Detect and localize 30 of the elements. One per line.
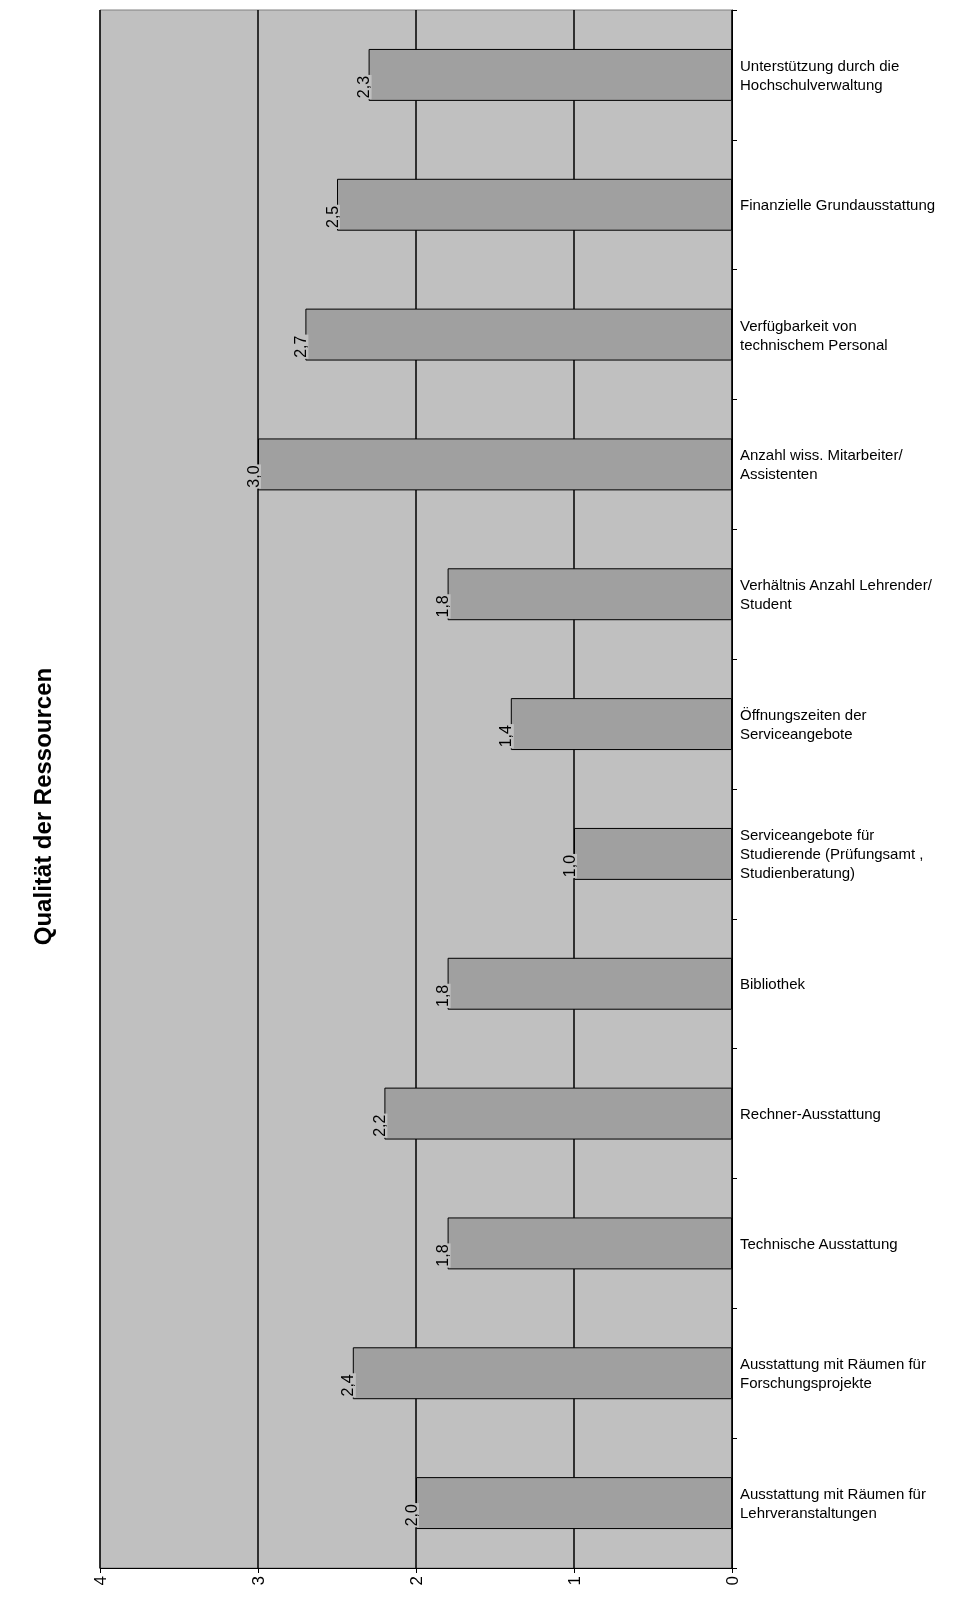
data-label: 2,5 (323, 205, 341, 228)
x-tick-label: 2 (406, 1576, 426, 1586)
text: Qualität der Ressourcen (28, 667, 56, 946)
data-label: 2,7 (291, 335, 309, 358)
x-tick-label: 0 (722, 1576, 742, 1586)
data-label: 1,4 (497, 724, 515, 748)
y-tick-label: Bibliothek (740, 975, 806, 993)
data-label: 2,3 (355, 75, 373, 99)
y-tick-label: Rechner-Ausstattung (740, 1105, 881, 1123)
data-label: 2,4 (339, 1374, 357, 1397)
y-tick-label: Unterstützung durch die Hochschulverwaltung (740, 56, 904, 93)
data-label: 1,8 (434, 984, 452, 1007)
data-label: 1,0 (560, 854, 578, 878)
y-tick-label: Technische Ausstattung (740, 1234, 898, 1252)
y-tick-label: Serviceangebote für Studierende (Prüfungsamt , Studienberatung) (740, 826, 928, 882)
data-label: 1,8 (434, 1244, 452, 1267)
y-tick-label: Ausstattung mit Räumen für Lehrveranstaltungen (740, 1485, 931, 1522)
x-tick-label: 1 (564, 1576, 584, 1586)
x-tick-label: 3 (248, 1576, 268, 1586)
data-label: 2,0 (402, 1503, 420, 1527)
data-label: 3,0 (244, 465, 262, 488)
y-tick-label: Öffnungszeiten der Serviceangebote (740, 706, 871, 743)
y-tick-label: Finanzielle Grundausstattung (740, 196, 936, 214)
data-label: 2,2 (370, 1114, 388, 1137)
data-label: 1,8 (434, 595, 452, 618)
x-tick-label: 4 (90, 1576, 110, 1586)
y-tick-label: Verhältnis Anzahl Lehrender/Student (740, 576, 933, 613)
y-tick-label: Verfügbarkeit von technischem Personal (740, 316, 888, 353)
y-tick-label: Anzahl wiss. Mitarbeiter/Assistenten (740, 446, 904, 483)
y-tick-label: Ausstattung mit Räumen für Forschungsprojekte (740, 1355, 931, 1392)
